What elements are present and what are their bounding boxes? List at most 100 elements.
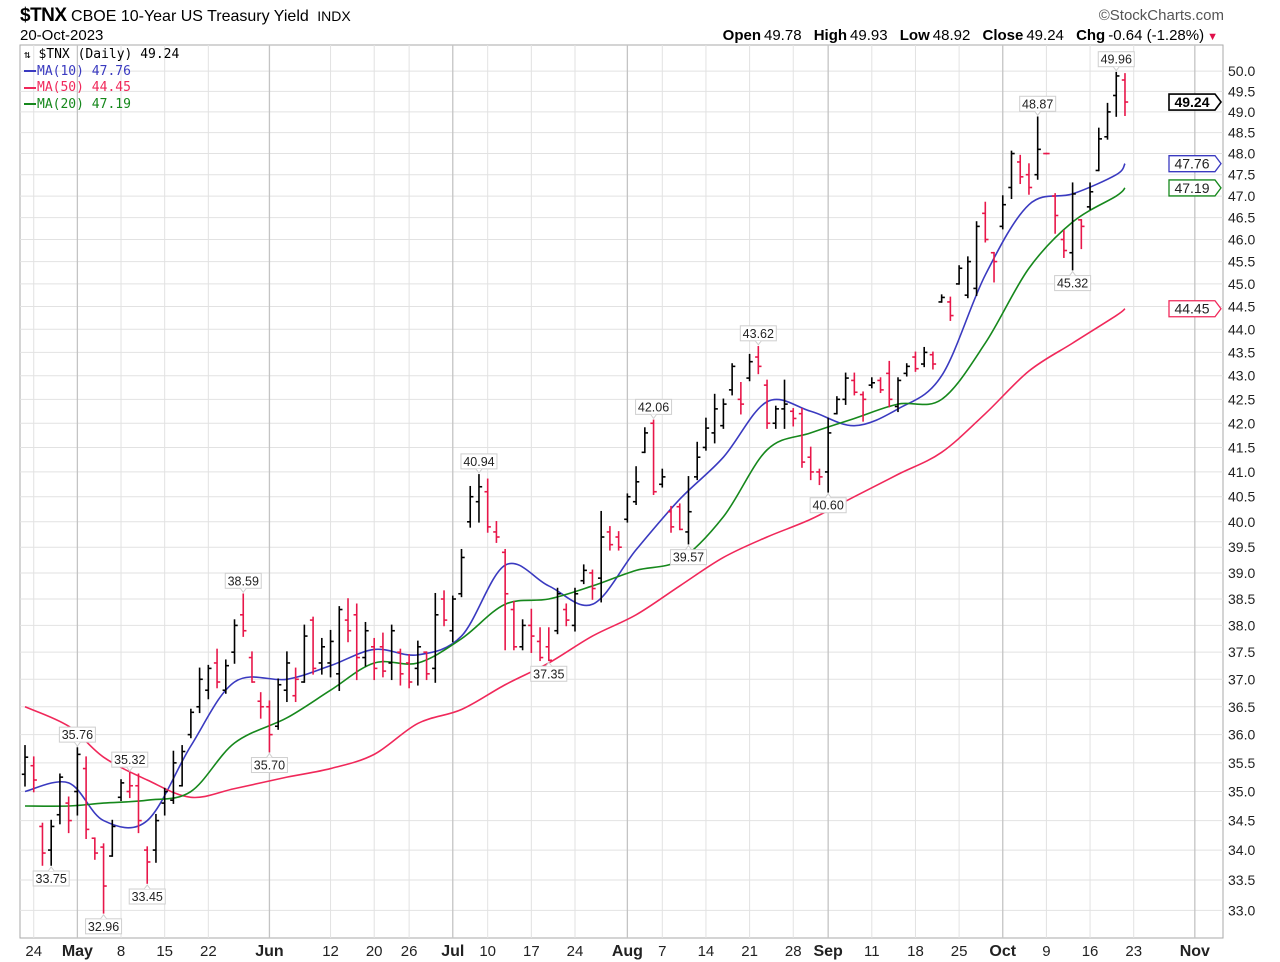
y-tick-label: 44.0 [1228, 321, 1255, 337]
ohlc-bar [755, 346, 762, 375]
x-tick-label: 14 [698, 943, 715, 960]
ohlc-bar [676, 503, 683, 531]
ohlc-bar [152, 813, 160, 863]
ohlc-bar [615, 531, 622, 551]
ohlc-bar [650, 419, 657, 496]
annotation-pointer [266, 752, 273, 758]
annotation-label: 35.76 [62, 728, 93, 742]
ohlc-bar [580, 564, 587, 585]
x-tick-label: 7 [658, 943, 666, 960]
y-tick-label: 39.5 [1228, 539, 1255, 555]
annotation-label: 37.35 [533, 667, 564, 681]
price-tag-label: 47.19 [1174, 180, 1209, 196]
legend-ma20-text: MA(20) 47.19 [37, 96, 131, 112]
y-tick-label: 47.5 [1228, 167, 1255, 183]
ohlc-bar [947, 296, 954, 321]
y-tick-label: 48.5 [1228, 125, 1255, 141]
y-tick-label: 41.0 [1228, 464, 1255, 480]
ohlc-bar [606, 526, 614, 551]
low-value: 48.92 [932, 27, 971, 44]
ohlc-bar [990, 251, 998, 283]
ohlc-bar [624, 493, 631, 523]
ohlc-bar [423, 651, 430, 681]
price-tag-box [1168, 179, 1222, 197]
x-tick-label: May [62, 943, 93, 960]
ohlc-bar [467, 485, 474, 528]
annotation-pointer [1034, 110, 1042, 117]
high-value: 49.93 [850, 27, 888, 44]
ohlc-bar [1017, 154, 1024, 185]
low-label: Low [899, 27, 930, 44]
ohlc-bar [21, 745, 29, 787]
line-swatch-icon [24, 103, 36, 105]
ohlc-bar [1034, 116, 1041, 180]
ohlc-bar [816, 468, 823, 486]
ohlc-bar [187, 708, 195, 739]
x-tick-label: 16 [1082, 943, 1099, 960]
chart-title: $TNX CBOE 10-Year US Treasury Yield INDX [20, 5, 351, 27]
ohlc-bar [929, 351, 937, 370]
price-annotation: 33.75 [32, 866, 70, 887]
ohlc-bar [458, 548, 465, 598]
annotation-label: 35.70 [254, 759, 285, 773]
y-tick-label: 44.5 [1228, 298, 1255, 314]
price-annotation: 35.70 [250, 752, 288, 774]
price-annotation: 42.06 [635, 398, 673, 420]
ohlc-bar [1113, 71, 1120, 117]
ohlc-bar [798, 408, 806, 468]
ohlc-bar [833, 396, 841, 415]
ohlc-bar [1051, 193, 1059, 234]
y-tick-label: 37.0 [1228, 671, 1255, 687]
annotation-pointer [47, 866, 55, 872]
ohlc-bar [641, 427, 649, 454]
ohlc-bar [74, 747, 81, 816]
copyright-logo[interactable]: ©StockCharts.com [1098, 7, 1224, 24]
ohlc-bar [501, 548, 509, 651]
annotation-label: 42.06 [638, 400, 669, 414]
x-tick-label: 18 [907, 943, 924, 960]
x-tick-label: Aug [612, 943, 643, 960]
ohlc-bar [301, 624, 308, 683]
annotation-label: 32.96 [88, 920, 119, 934]
ohlc-bar [205, 664, 212, 700]
annotation-pointer [685, 544, 692, 550]
ohlc-bar [344, 598, 352, 643]
ohlc-bar [362, 621, 369, 667]
legend-ma10-text: MA(10) 47.76 [37, 63, 131, 79]
close-value: 49.24 [1026, 27, 1064, 44]
ohlc-bar [894, 377, 902, 413]
line-swatch-icon [24, 70, 36, 72]
ohlc-bar [309, 616, 317, 675]
price-tag-label: 44.45 [1174, 301, 1209, 317]
price-tag: 49.24 [1168, 93, 1222, 111]
y-tick-label: 48.0 [1228, 146, 1255, 162]
ohlc-bar [973, 221, 980, 296]
ohlc-bar [65, 796, 72, 834]
y-tick-label: 37.5 [1228, 644, 1255, 660]
ohlc-bar [414, 640, 422, 686]
annotation-label: 40.60 [813, 499, 844, 513]
price-tag: 47.76 [1168, 155, 1222, 173]
open-value: 49.78 [764, 27, 802, 44]
ohlc-bar [493, 521, 500, 543]
ohlc-bar [589, 569, 596, 600]
ohlc-bar [1060, 229, 1068, 258]
x-tick-label: 24 [567, 943, 584, 960]
y-tick-label: 46.5 [1228, 210, 1255, 226]
ohlc-bar [728, 363, 736, 396]
legend-ma50-text: MA(50) 44.45 [37, 80, 131, 95]
ohlc-bar [903, 363, 910, 377]
ohlc-bar [1025, 163, 1033, 195]
ohlc-bar [135, 773, 142, 834]
ohlc-bar [877, 377, 884, 394]
ohlc-bars-icon: ⇅ [24, 48, 31, 61]
ohlc-bar [571, 587, 579, 632]
ohlc-bar [659, 468, 666, 488]
ohlc-bar [327, 629, 334, 678]
x-tick-label: 12 [322, 943, 339, 960]
price-annotation: 35.32 [111, 751, 149, 772]
ohlc-bar [82, 756, 90, 840]
ohlc-bar [1078, 219, 1085, 250]
annotation-label: 35.32 [114, 753, 145, 767]
price-annotation: 40.94 [460, 453, 498, 474]
